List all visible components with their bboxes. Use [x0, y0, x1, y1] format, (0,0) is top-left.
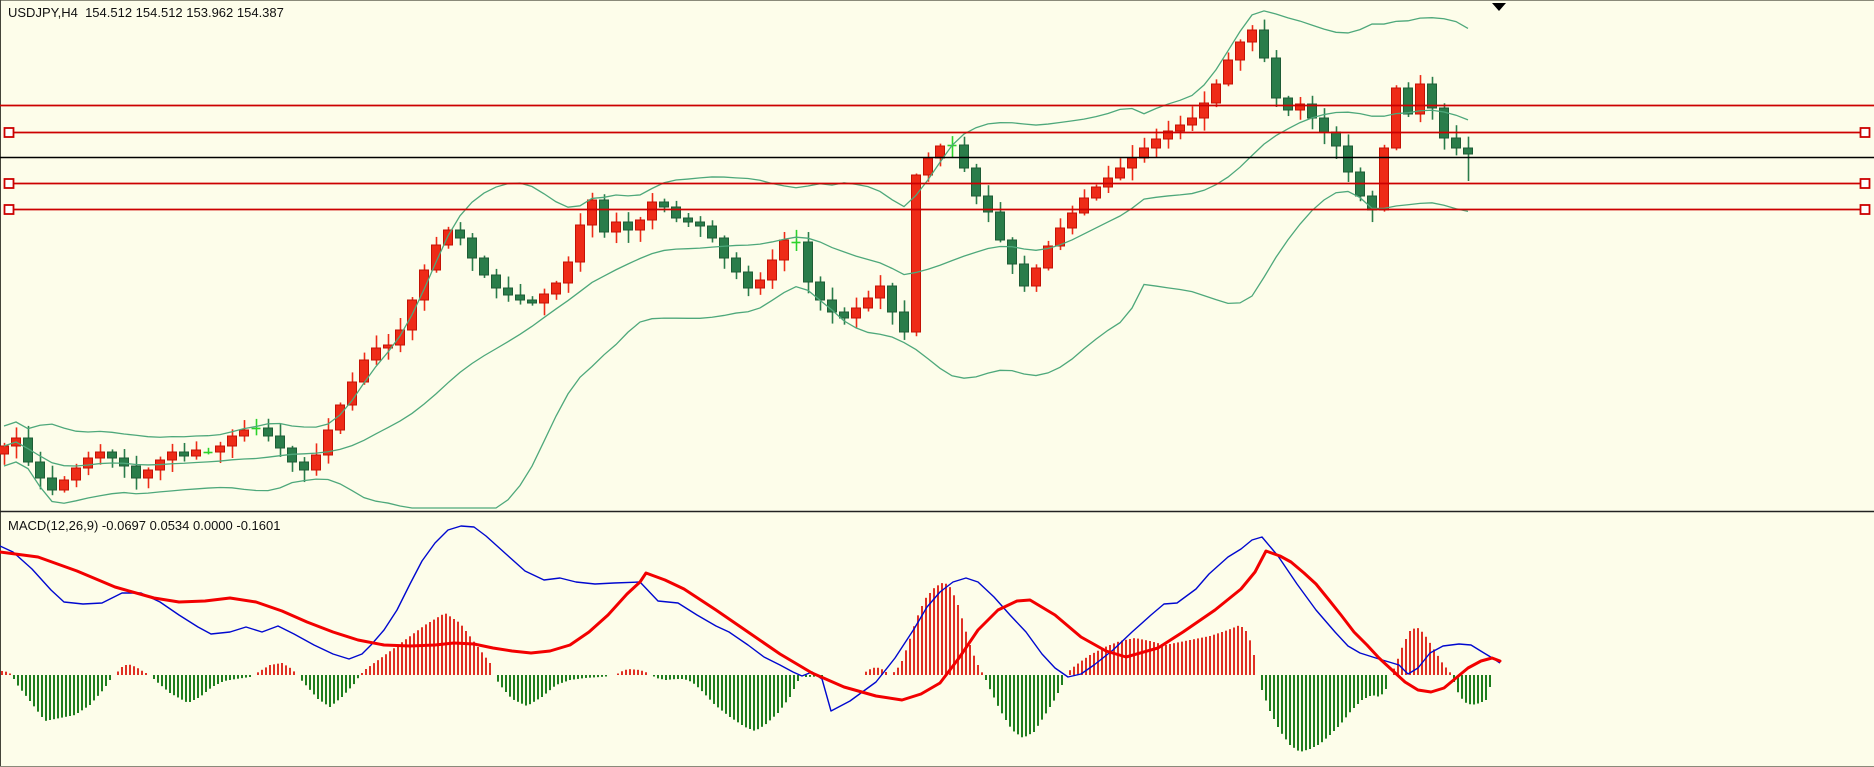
line-handle-right[interactable] — [1859, 127, 1871, 138]
down-triangle-marker[interactable] — [1492, 3, 1506, 11]
bollinger-middle-line — [3, 109, 1469, 467]
line-handle-left[interactable] — [3, 127, 15, 138]
line-handle-left[interactable] — [3, 204, 15, 215]
symbol-ohlc-label: USDJPY,H4 154.512 154.512 153.962 154.38… — [8, 5, 284, 20]
horizontal-line-2[interactable] — [3, 127, 1871, 138]
macd-lines — [0, 525, 1502, 712]
bollinger-lower-line — [3, 190, 1469, 509]
line-handle-right[interactable] — [1859, 204, 1871, 215]
horizontal-line-5[interactable] — [3, 204, 1871, 215]
bollinger-bands — [3, 10, 1469, 509]
macd-signal-line-red — [0, 549, 1502, 702]
horizontal-line-4[interactable] — [3, 178, 1871, 189]
line-handle-right[interactable] — [1859, 178, 1871, 189]
macd-indicator-label: MACD(12,26,9) -0.0697 0.0534 0.0000 -0.1… — [8, 518, 281, 533]
bollinger-upper-line — [3, 10, 1469, 438]
line-handle-left[interactable] — [3, 178, 15, 189]
horizontal-line-objects[interactable] — [0, 104, 1874, 215]
